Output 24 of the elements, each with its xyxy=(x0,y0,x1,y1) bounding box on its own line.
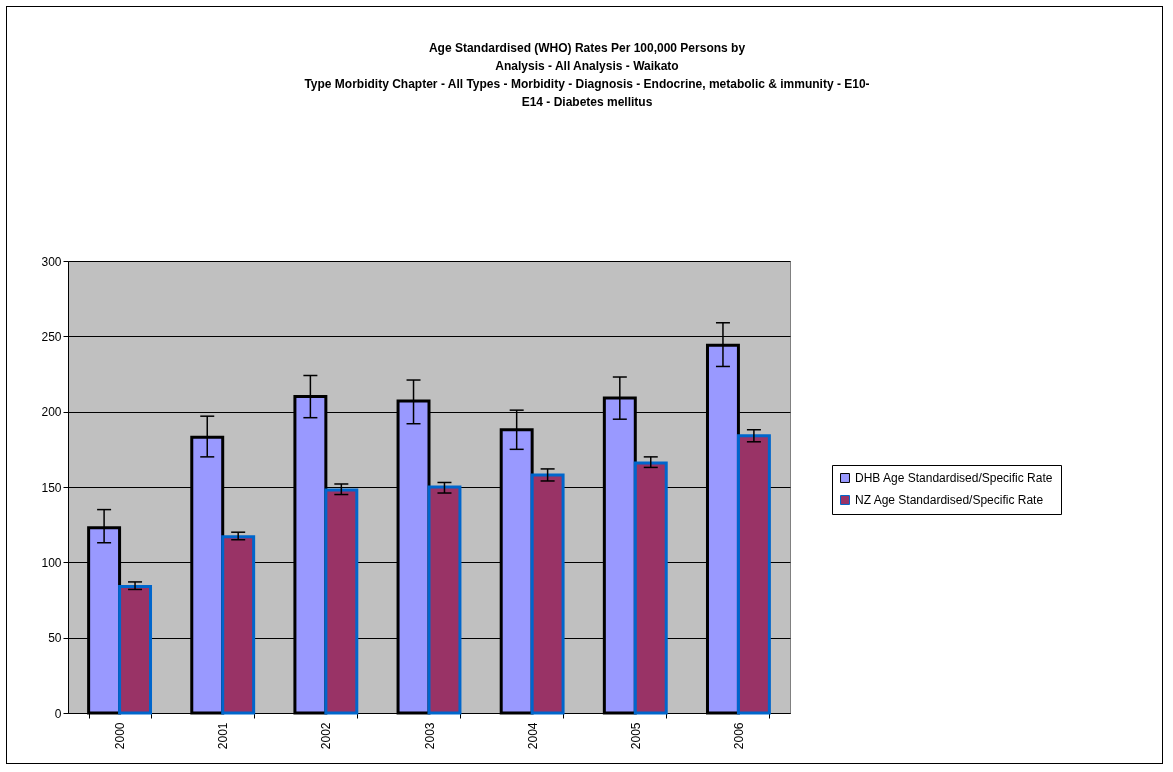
x-tick-label: 2006 xyxy=(731,722,746,750)
bar xyxy=(324,488,359,715)
x-tick-label: 2000 xyxy=(113,722,128,750)
bar xyxy=(221,535,256,715)
x-tick-label: 2002 xyxy=(319,722,334,750)
chart-title: Age Standardised (WHO) Rates Per 100,000 Persons by Analysis - All Analysis - Waikato Type Morbidity Chapter - All Types - Morbidity - Diagnosis - Endocrine, metabolic & immunity - E10- E14 - Diabetes mellitus xyxy=(304,41,870,109)
y-tick-label: 100 xyxy=(41,555,62,570)
x-tick-label: 2004 xyxy=(525,722,540,750)
bar xyxy=(118,584,153,715)
bar xyxy=(633,461,668,715)
y-tick-label: 300 xyxy=(41,254,62,269)
y-tick-label: 0 xyxy=(54,706,62,721)
y-tick-label: 200 xyxy=(41,405,62,420)
x-tick-label: 2001 xyxy=(216,722,231,750)
x-tick-label: 2003 xyxy=(422,722,437,750)
bar xyxy=(736,434,771,715)
legend-label: NZ Age Standardised/Specific Rate xyxy=(855,493,1044,507)
y-tick-label: 50 xyxy=(48,631,62,646)
x-tick-label: 2005 xyxy=(628,722,643,750)
bar xyxy=(530,473,565,715)
bar xyxy=(427,485,462,715)
y-tick-label: 250 xyxy=(41,329,62,344)
y-tick-label: 150 xyxy=(41,480,62,495)
legend-label: DHB Age Standardised/Specific Rate xyxy=(855,471,1053,485)
